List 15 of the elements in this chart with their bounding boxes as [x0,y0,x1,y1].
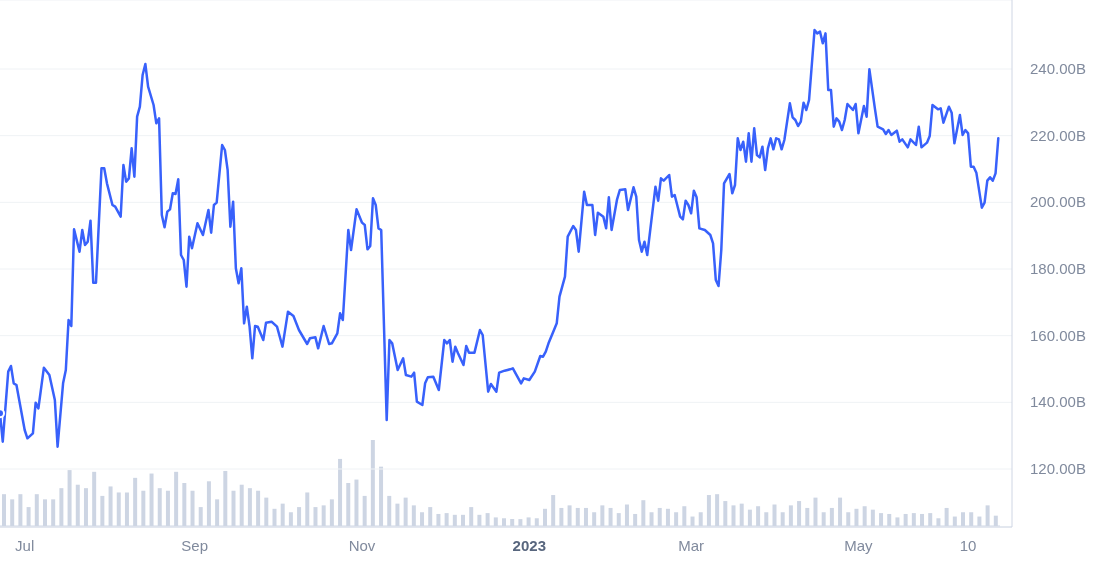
x-tick-label: Jul [15,537,35,554]
y-tick-label: 220.00B [1030,126,1086,144]
x-tick-label: Nov [348,537,376,554]
x-tick-label: Mar [678,537,705,554]
y-tick-label: 200.00B [1030,193,1086,211]
y-tick-label: 240.00B [1030,60,1086,77]
x-tick-label: Sep [181,537,209,554]
y-tick-label: 180.00B [1030,260,1086,277]
x-tick-label: 2023 [512,537,546,554]
y-tick-label: 140.00B [1030,393,1086,411]
y-tick-label: 160.00B [1030,326,1086,344]
x-tick-label: May [844,537,874,554]
y-tick-label: 120.00B [1030,460,1086,477]
line-series [0,28,1000,448]
x-tick-label: 10 [959,537,977,554]
